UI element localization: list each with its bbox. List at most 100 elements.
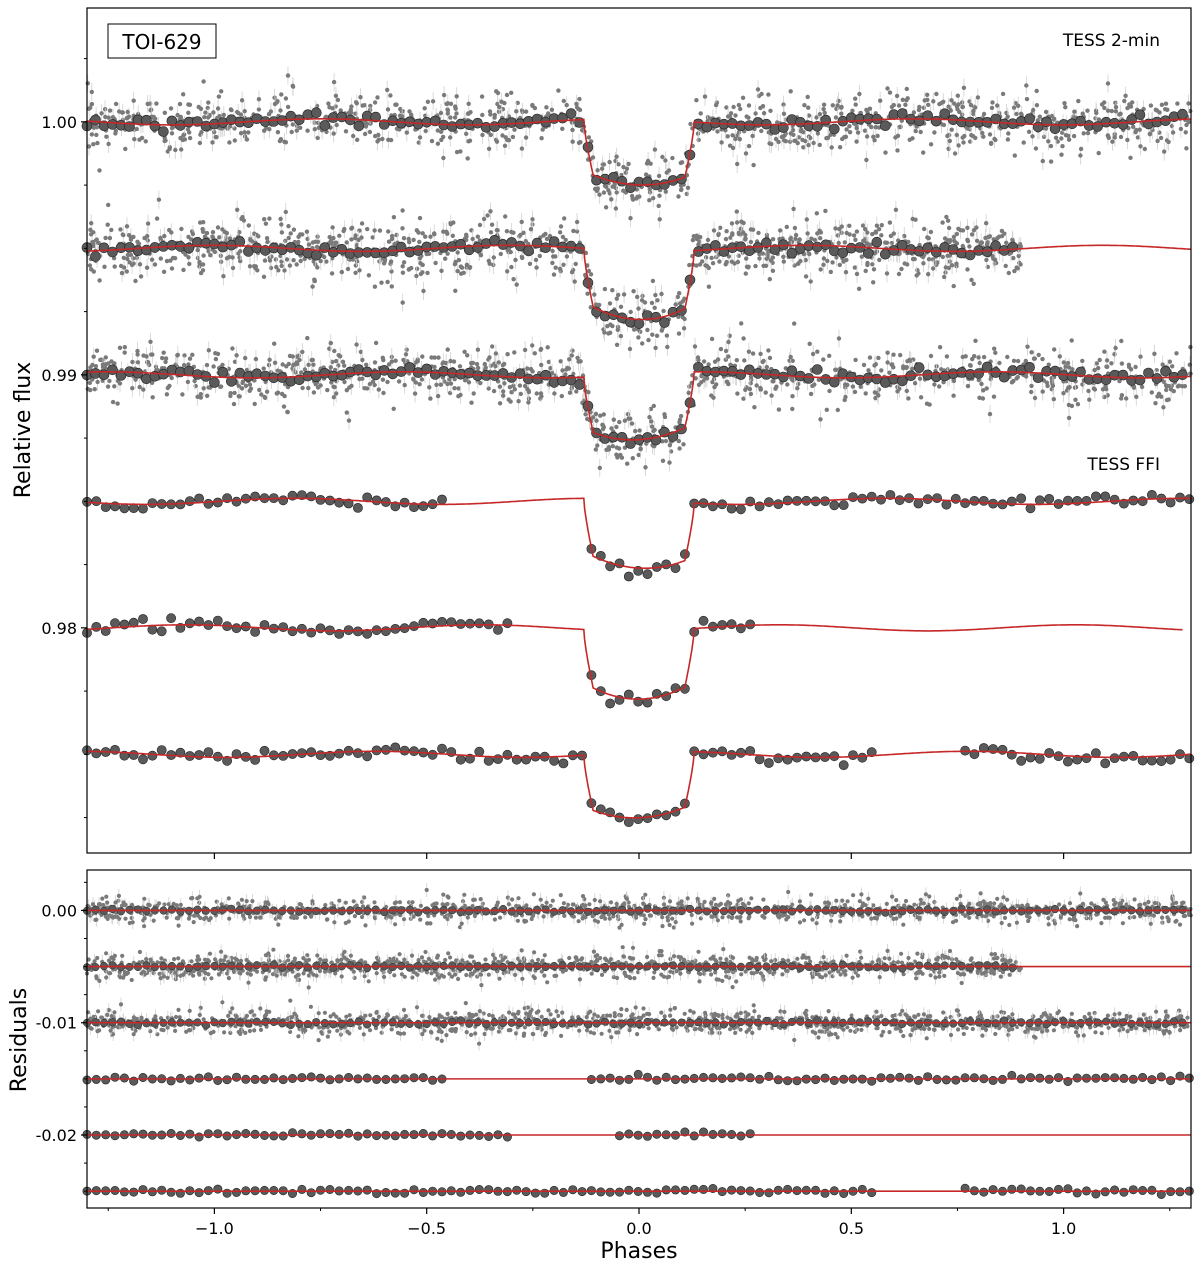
data-point [107,378,112,384]
data-point [724,105,729,110]
data-point [1118,134,1124,140]
data-point [381,357,386,363]
data-point [282,268,287,273]
data-point [540,127,545,132]
data-point [965,225,970,230]
data-point [633,428,638,434]
data-point [792,321,797,326]
data-point [1154,108,1160,113]
data-point [167,146,172,152]
data-point [465,156,470,161]
data-point [190,352,195,357]
data-point [1046,139,1051,144]
data-point [148,339,153,344]
data-point [741,336,746,341]
data-point [445,108,451,113]
data-point [112,264,117,269]
data-point [221,274,226,279]
data-point [612,181,617,187]
data-point [389,284,394,289]
data-point [1122,98,1127,104]
data-point [518,232,523,238]
data-point [796,135,801,140]
data-point [824,407,829,412]
data-point [675,294,680,300]
binned-point [90,114,101,126]
data-point [576,107,581,112]
data-point [385,379,390,385]
data-point [764,364,769,370]
data-point [470,236,475,242]
data-point [1159,102,1165,108]
data-point [793,236,798,241]
binned-point [1091,491,1101,502]
data-point [355,137,360,142]
binned-point [736,504,746,515]
data-point [1133,364,1138,370]
data-point [597,192,602,197]
data-point [694,98,699,103]
data-point [205,105,210,111]
data-point [663,438,669,444]
data-point [987,411,993,417]
data-point [1104,358,1110,363]
data-point [525,366,530,371]
data-point [201,79,206,84]
data-point [358,95,363,100]
data-point [190,231,196,237]
data-point [609,197,614,202]
data-point [462,349,467,354]
data-point [945,253,950,258]
data-point [725,134,730,139]
data-point [283,96,289,101]
data-point [771,379,776,384]
data-point [926,257,932,262]
binned-point [138,754,148,765]
data-point [466,111,471,116]
data-point [253,356,259,362]
data-point [311,362,316,367]
data-point [154,101,159,106]
binned-point [390,742,401,753]
data-point [86,144,92,149]
data-point [1066,402,1072,408]
data-point [283,209,288,215]
data-point [560,126,565,131]
data-point [346,418,352,423]
data-point [1024,83,1029,88]
data-point [716,232,721,238]
data-point [180,137,185,143]
data-point [131,98,136,103]
data-point [1072,385,1078,390]
data-point [544,236,550,242]
data-point [899,266,904,272]
data-point [354,101,359,106]
data-point [92,241,97,246]
data-point [1152,351,1157,356]
data-point [1075,402,1081,407]
data-point [781,254,786,259]
binned-point [1137,496,1148,507]
data-point [940,254,945,260]
data-point [1178,126,1184,132]
data-point [532,105,538,111]
data-point [1102,105,1107,111]
data-point [685,185,691,190]
data-point [448,115,453,120]
data-point [1091,386,1097,391]
data-point [329,271,335,276]
data-point [987,132,993,137]
data-point [574,389,579,394]
data-point [977,395,982,400]
binned-point [315,494,326,505]
data-point [367,381,373,387]
data-point [1014,111,1019,117]
data-point [277,138,283,144]
binned-point [930,115,942,127]
data-point [491,255,496,260]
data-point [248,237,253,243]
data-point [85,386,91,392]
data-point [717,259,722,264]
data-point [90,362,95,368]
data-point [464,262,470,267]
